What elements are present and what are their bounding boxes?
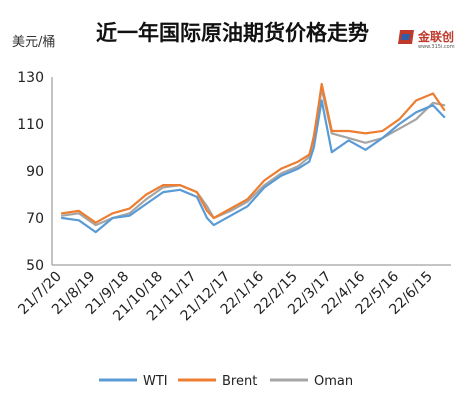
logo-subtext: www.315i.com	[418, 44, 455, 50]
series-line-brent	[60, 82, 446, 224]
logo-mark-blue	[401, 34, 410, 40]
chart-title: 近一年国际原油期货价格走势	[96, 21, 369, 45]
logo: 金联创 www.315i.com	[398, 29, 455, 50]
legend-label-oman: Oman	[314, 374, 353, 389]
y-tick-label: 70	[26, 211, 44, 227]
y-tick-labels: 50 70 90 110 130	[17, 70, 44, 274]
y-axis-unit-label: 美元/桶	[12, 35, 55, 50]
y-tick-label: 90	[26, 164, 44, 180]
legend-label-brent: Brent	[222, 374, 257, 389]
x-tick-labels: 21/7/2021/8/1921/9/1821/10/1821/11/1721/…	[15, 268, 435, 324]
series-line-wti	[60, 99, 446, 234]
series-lines	[60, 82, 446, 234]
y-tick-label: 50	[26, 258, 44, 274]
y-tick-label: 130	[17, 70, 44, 86]
series-line-oman	[60, 87, 446, 227]
y-tick-label: 110	[17, 117, 44, 133]
logo-text: 金联创	[417, 29, 454, 44]
legend: WTI Brent Oman	[99, 374, 353, 389]
legend-label-wti: WTI	[143, 374, 168, 389]
